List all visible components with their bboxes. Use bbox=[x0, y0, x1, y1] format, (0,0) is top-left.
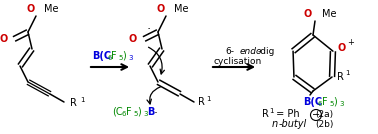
Text: 1: 1 bbox=[206, 96, 211, 102]
Text: ·: · bbox=[154, 107, 158, 120]
Text: +: + bbox=[347, 38, 354, 47]
Text: 3: 3 bbox=[128, 55, 133, 60]
Text: B: B bbox=[147, 107, 154, 117]
Text: = Ph: = Ph bbox=[273, 109, 300, 119]
Text: O: O bbox=[129, 34, 137, 44]
Text: n: n bbox=[272, 119, 278, 129]
Text: O: O bbox=[338, 43, 346, 53]
Text: R: R bbox=[70, 98, 77, 108]
Text: Me: Me bbox=[44, 4, 59, 14]
Text: 6-: 6- bbox=[225, 47, 234, 57]
Text: 5: 5 bbox=[133, 111, 137, 116]
Text: R: R bbox=[262, 109, 269, 119]
Text: endo: endo bbox=[240, 47, 262, 57]
Text: 6: 6 bbox=[107, 55, 112, 60]
Text: 5: 5 bbox=[118, 55, 122, 60]
Text: O: O bbox=[0, 34, 8, 44]
Text: F: F bbox=[322, 97, 328, 107]
Text: (C: (C bbox=[112, 107, 122, 117]
Text: 1: 1 bbox=[345, 70, 350, 76]
Text: 3: 3 bbox=[143, 111, 147, 116]
Text: F: F bbox=[126, 107, 132, 117]
Text: -dig: -dig bbox=[258, 47, 276, 57]
Text: 6: 6 bbox=[122, 111, 127, 116]
Text: ): ) bbox=[137, 107, 141, 117]
Text: F: F bbox=[111, 51, 117, 61]
Text: 6: 6 bbox=[318, 101, 322, 107]
Text: O: O bbox=[157, 4, 165, 14]
Text: (2a): (2a) bbox=[315, 109, 333, 118]
Text: B(C: B(C bbox=[92, 51, 111, 61]
Text: O: O bbox=[304, 9, 312, 19]
Text: ): ) bbox=[122, 51, 126, 61]
Text: R: R bbox=[337, 72, 344, 82]
Text: ): ) bbox=[333, 97, 337, 107]
Text: B(C: B(C bbox=[303, 97, 322, 107]
Text: -butyl: -butyl bbox=[279, 119, 307, 129]
Text: Me: Me bbox=[174, 4, 189, 14]
Text: 1: 1 bbox=[269, 108, 274, 114]
Text: O: O bbox=[27, 4, 35, 14]
Text: Me: Me bbox=[322, 9, 336, 19]
Text: 5: 5 bbox=[329, 101, 333, 107]
Text: 3: 3 bbox=[339, 101, 344, 107]
Text: (2b): (2b) bbox=[315, 120, 333, 129]
Text: −: − bbox=[312, 110, 320, 120]
Text: cyclisation: cyclisation bbox=[214, 57, 262, 66]
Text: 1: 1 bbox=[80, 97, 85, 103]
Text: :: : bbox=[146, 25, 150, 38]
Text: R: R bbox=[198, 97, 205, 107]
